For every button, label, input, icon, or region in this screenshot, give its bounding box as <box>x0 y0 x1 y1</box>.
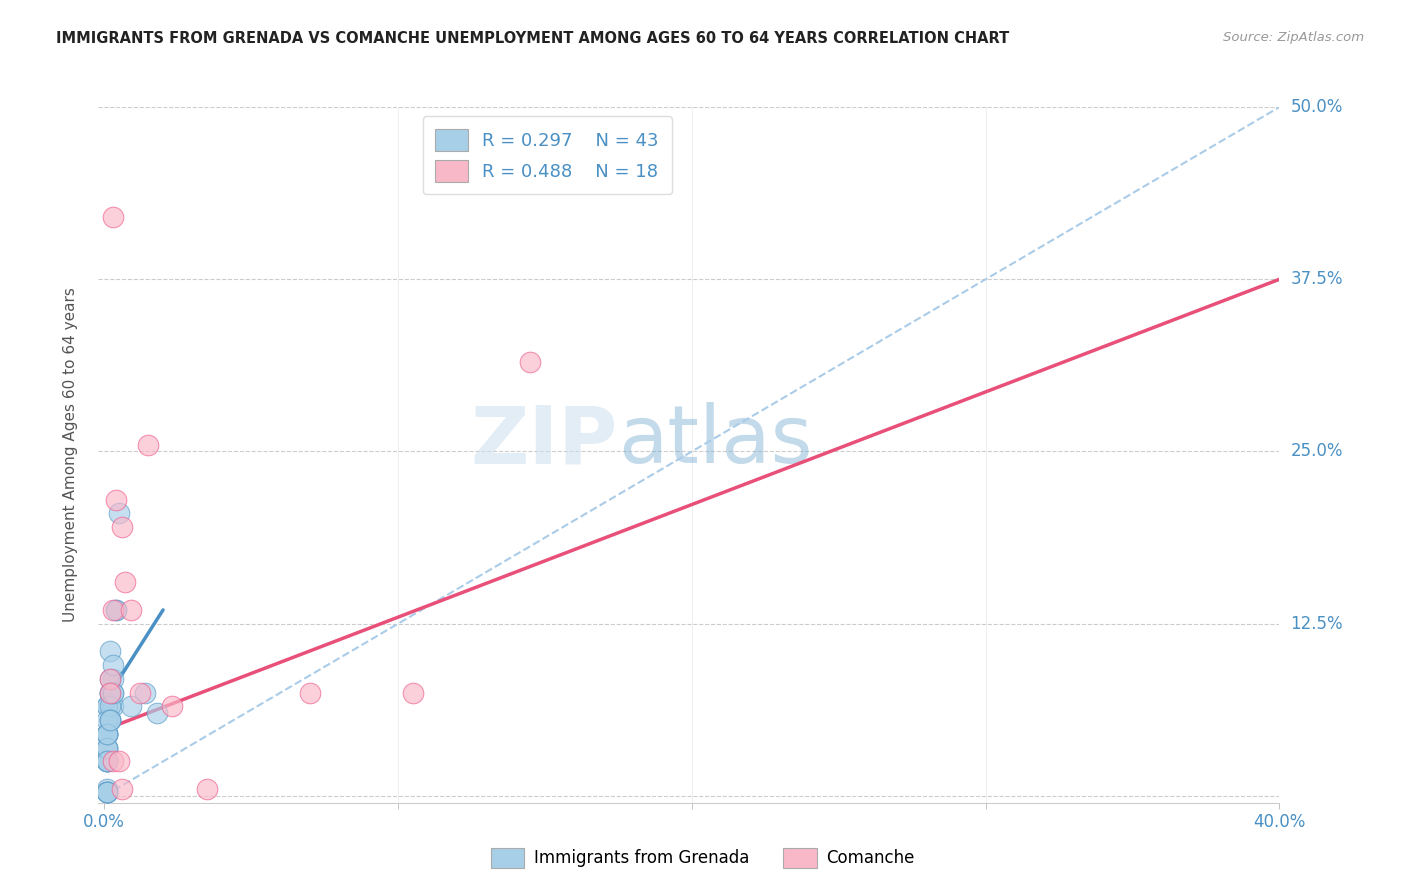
Point <box>108 507 131 521</box>
Point <box>101 658 124 673</box>
Point <box>96 727 118 741</box>
Point <box>98 672 121 686</box>
Point <box>134 685 156 699</box>
Point <box>96 755 118 769</box>
Point <box>402 685 425 699</box>
Point <box>96 727 118 741</box>
Text: atlas: atlas <box>619 402 813 480</box>
Point <box>101 755 124 769</box>
Point <box>96 755 118 769</box>
Point <box>98 713 121 727</box>
Point <box>101 672 124 686</box>
Point <box>96 785 118 799</box>
Point <box>96 713 118 727</box>
Point <box>138 437 160 451</box>
Point <box>96 785 118 799</box>
Point <box>519 355 541 369</box>
Legend: R = 0.297    N = 43, R = 0.488    N = 18: R = 0.297 N = 43, R = 0.488 N = 18 <box>423 116 672 194</box>
Point <box>98 644 121 658</box>
Point <box>105 492 128 507</box>
Point <box>101 685 124 699</box>
Text: Source: ZipAtlas.com: Source: ZipAtlas.com <box>1223 31 1364 45</box>
Point <box>96 727 118 741</box>
Point <box>114 575 136 590</box>
Point <box>98 685 121 699</box>
Point <box>120 603 142 617</box>
Point <box>96 755 118 769</box>
Point <box>96 785 118 799</box>
Point <box>98 699 121 714</box>
Point <box>195 782 218 797</box>
Point <box>96 785 118 799</box>
Point <box>96 699 118 714</box>
Legend: Immigrants from Grenada, Comanche: Immigrants from Grenada, Comanche <box>485 841 921 875</box>
Point <box>96 740 118 755</box>
Text: IMMIGRANTS FROM GRENADA VS COMANCHE UNEMPLOYMENT AMONG AGES 60 TO 64 YEARS CORRE: IMMIGRANTS FROM GRENADA VS COMANCHE UNEM… <box>56 31 1010 46</box>
Point <box>105 603 128 617</box>
Y-axis label: Unemployment Among Ages 60 to 64 years: Unemployment Among Ages 60 to 64 years <box>63 287 77 623</box>
Point <box>101 699 124 714</box>
Point <box>98 685 121 699</box>
Point <box>101 603 124 617</box>
Point <box>146 706 169 721</box>
Point <box>111 520 134 534</box>
Point <box>101 685 124 699</box>
Point <box>96 727 118 741</box>
Point <box>98 672 121 686</box>
Text: ZIP: ZIP <box>471 402 619 480</box>
Point <box>105 603 128 617</box>
Point <box>98 713 121 727</box>
Point <box>96 699 118 714</box>
Point <box>101 211 124 225</box>
Text: 50.0%: 50.0% <box>1291 98 1343 116</box>
Point <box>98 685 121 699</box>
Point <box>96 755 118 769</box>
Point <box>96 727 118 741</box>
Point <box>96 785 118 799</box>
Point <box>298 685 321 699</box>
Text: 37.5%: 37.5% <box>1291 270 1343 288</box>
Point <box>96 740 118 755</box>
Point <box>96 782 118 797</box>
Text: 25.0%: 25.0% <box>1291 442 1343 460</box>
Point <box>98 713 121 727</box>
Point <box>108 755 131 769</box>
Point <box>98 685 121 699</box>
Point <box>120 699 142 714</box>
Point <box>98 713 121 727</box>
Point <box>111 782 134 797</box>
Point <box>128 685 150 699</box>
Text: 12.5%: 12.5% <box>1291 615 1343 632</box>
Point <box>160 699 183 714</box>
Point <box>96 755 118 769</box>
Point <box>96 740 118 755</box>
